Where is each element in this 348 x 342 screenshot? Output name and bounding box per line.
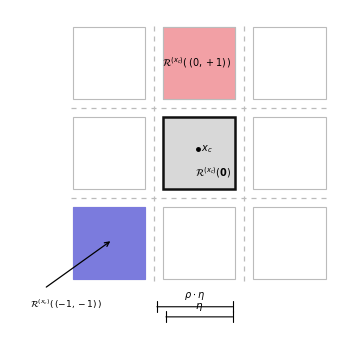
Bar bbox=[163, 117, 235, 189]
Text: $\mathcal{R}^{(x_c)}(\,(0,+1)\,)$: $\mathcal{R}^{(x_c)}(\,(0,+1)\,)$ bbox=[162, 55, 232, 70]
Text: $\mathcal{R}^{(x_c)}(\mathbf{0})$: $\mathcal{R}^{(x_c)}(\mathbf{0})$ bbox=[195, 166, 232, 180]
Bar bbox=[73, 207, 145, 279]
Bar bbox=[73, 27, 145, 99]
Text: $\mathcal{R}^{(x_c)}(\,(-1,-1)\,)$: $\mathcal{R}^{(x_c)}(\,(-1,-1)\,)$ bbox=[30, 297, 102, 311]
Bar bbox=[163, 117, 235, 189]
Bar bbox=[163, 207, 235, 279]
Bar bbox=[253, 27, 326, 99]
Bar bbox=[163, 27, 235, 99]
Bar bbox=[253, 117, 326, 189]
Text: $\eta$: $\eta$ bbox=[195, 301, 203, 313]
Bar bbox=[73, 207, 145, 279]
Text: $x_c$: $x_c$ bbox=[201, 143, 213, 155]
Text: $\rho \cdot \eta$: $\rho \cdot \eta$ bbox=[184, 290, 205, 302]
Bar bbox=[163, 27, 235, 99]
Bar bbox=[253, 207, 326, 279]
Bar bbox=[73, 117, 145, 189]
